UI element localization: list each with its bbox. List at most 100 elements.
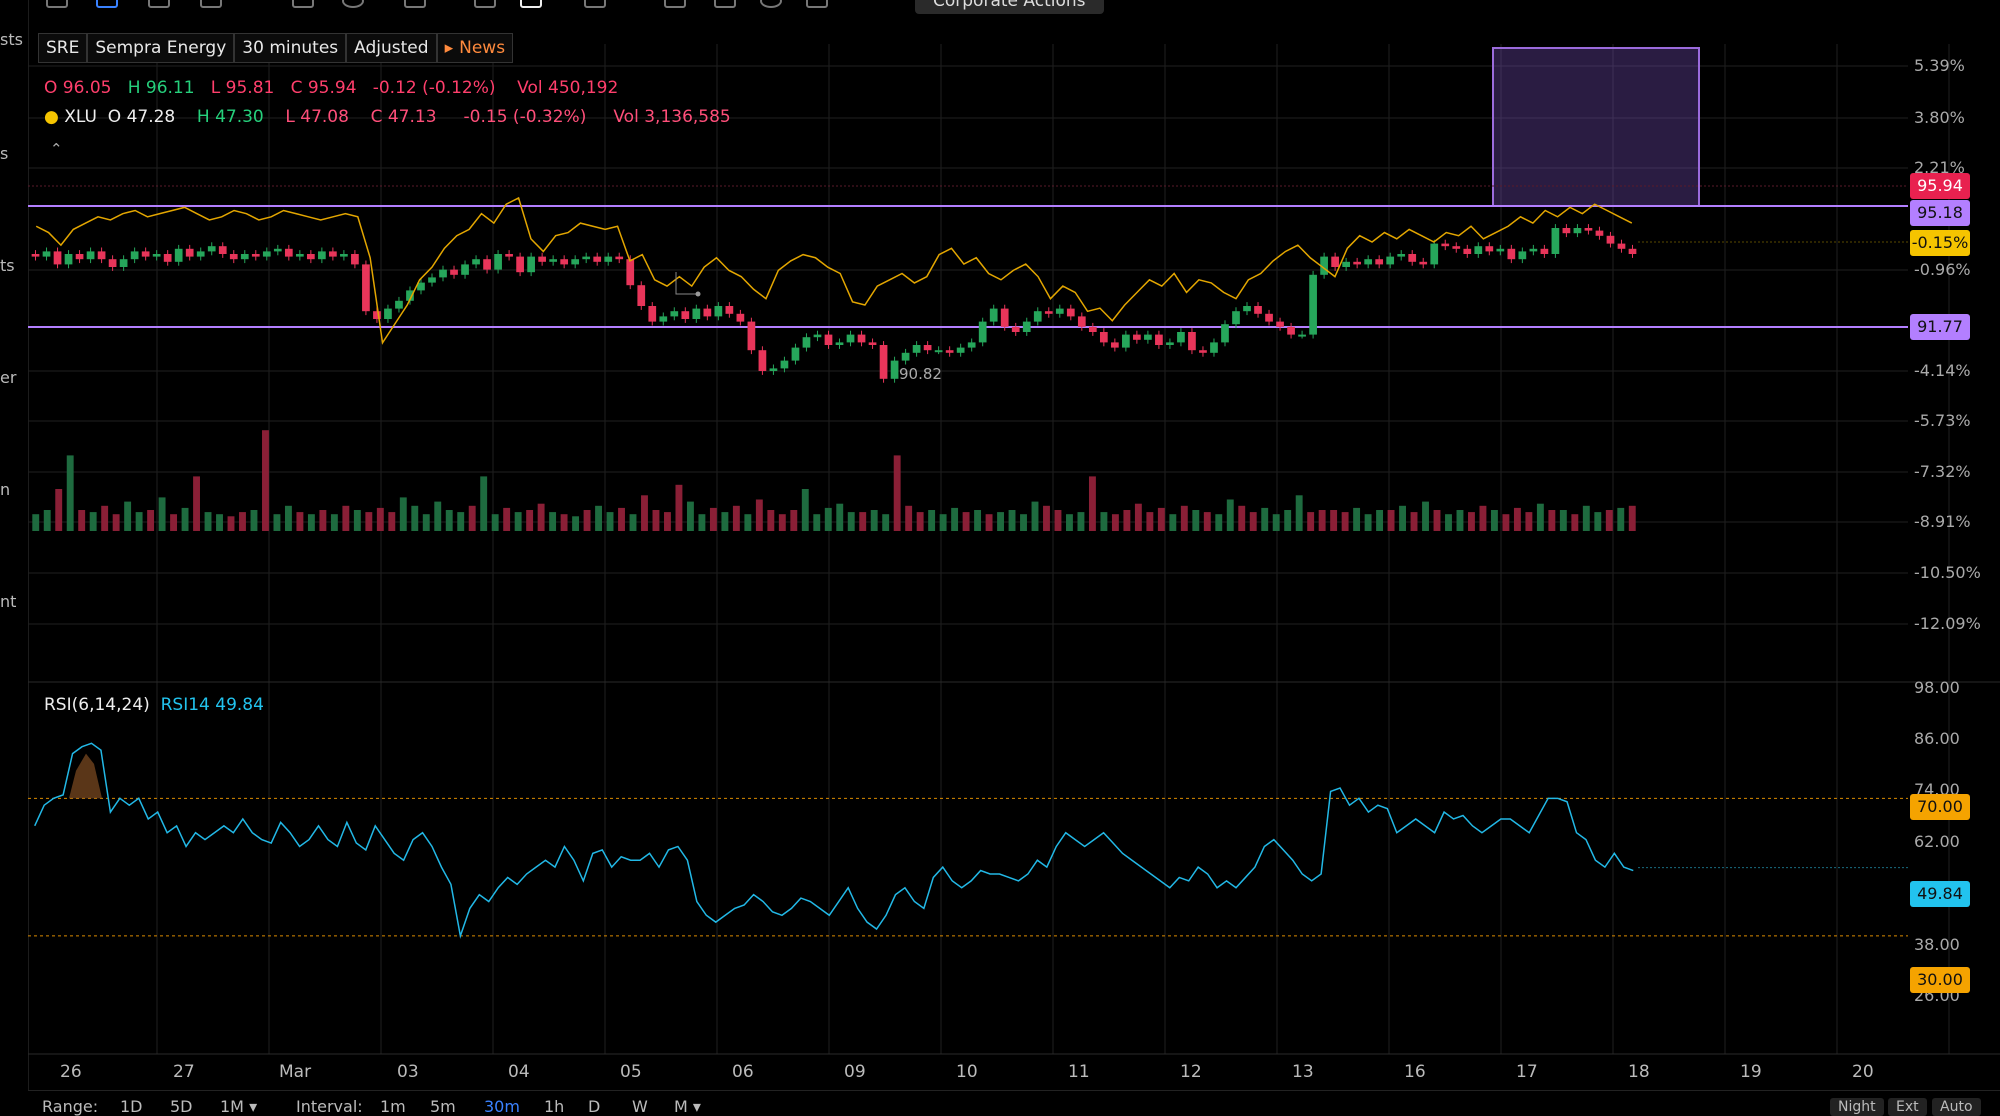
candle xyxy=(692,308,701,319)
candle xyxy=(174,248,183,262)
price-chart[interactable] xyxy=(28,14,2000,1090)
indicator-icon[interactable] xyxy=(148,0,170,8)
interval-w[interactable]: W xyxy=(632,1097,648,1116)
candle xyxy=(846,334,855,343)
highlight-box xyxy=(1492,47,1700,207)
screenshot-icon[interactable] xyxy=(806,0,828,8)
range-1m[interactable]: 1M ▾ xyxy=(220,1097,258,1116)
candle xyxy=(1529,248,1538,252)
candle xyxy=(615,256,624,260)
candle xyxy=(428,277,436,283)
volume-bar xyxy=(1054,510,1062,531)
volume-bar xyxy=(1307,512,1315,531)
candle xyxy=(1000,308,1009,327)
x-tick: 19 xyxy=(1740,1062,1762,1082)
fib-icon[interactable] xyxy=(584,0,606,8)
candle xyxy=(703,308,712,317)
candle xyxy=(1044,311,1053,314)
interval-5m[interactable]: 5m xyxy=(430,1097,456,1116)
interval-1m[interactable]: 1m xyxy=(380,1097,406,1116)
events-icon[interactable] xyxy=(520,0,542,8)
volume-bar xyxy=(1376,510,1384,531)
ticker-button[interactable]: SRE xyxy=(38,33,88,63)
left-label[interactable]: s xyxy=(0,144,9,163)
night-button[interactable]: Night xyxy=(1830,1098,1884,1116)
low-annotation-connector xyxy=(675,272,696,295)
low-value: 95.81 xyxy=(225,78,275,98)
cursor-tool-icon[interactable] xyxy=(96,0,118,8)
candle xyxy=(196,251,205,257)
rsi-current-badge: 49.84 xyxy=(1910,881,1970,907)
volume-bar xyxy=(1410,512,1418,531)
candle xyxy=(1287,326,1295,335)
left-label[interactable]: n xyxy=(0,480,11,499)
ext-button[interactable]: Ext xyxy=(1888,1098,1927,1116)
hline-badge-upper[interactable]: 95.18 xyxy=(1910,200,1970,226)
candle xyxy=(989,308,998,322)
volume-bar xyxy=(859,512,867,531)
volume-bar xyxy=(1502,514,1510,531)
volume-bar xyxy=(836,503,844,531)
clock-icon[interactable] xyxy=(342,0,364,8)
news-label: News xyxy=(459,38,506,58)
company-name[interactable]: Sempra Energy xyxy=(87,33,235,63)
interval-button[interactable]: 30 minutes xyxy=(234,33,347,63)
candle xyxy=(53,251,62,265)
volume-bar xyxy=(1261,507,1269,531)
candle xyxy=(956,347,965,353)
interval-1h[interactable]: 1h xyxy=(544,1097,565,1116)
compare-icon[interactable] xyxy=(200,0,222,8)
interval-30m[interactable]: 30m xyxy=(484,1097,520,1116)
candle xyxy=(273,248,282,252)
interval-d[interactable]: D xyxy=(588,1097,601,1116)
range-5d[interactable]: 5D xyxy=(170,1097,193,1116)
left-label[interactable]: sts xyxy=(0,30,23,49)
auto-button[interactable]: Auto xyxy=(1932,1098,1981,1116)
left-label[interactable]: nt xyxy=(0,592,17,611)
left-label[interactable]: er xyxy=(0,368,17,387)
volume-bar xyxy=(744,514,752,531)
range-1d[interactable]: 1D xyxy=(120,1097,143,1116)
candle xyxy=(395,300,403,309)
volume-bar xyxy=(445,510,453,531)
rsi-overbought-badge: 70.00 xyxy=(1910,794,1970,820)
candle xyxy=(152,254,161,257)
shapes-icon[interactable] xyxy=(714,0,736,8)
volume-bar xyxy=(353,510,361,531)
volume-bar xyxy=(284,505,292,531)
x-tick: Mar xyxy=(279,1062,312,1082)
volume-bar xyxy=(709,507,717,531)
candle xyxy=(340,254,348,257)
hline-badge-lower[interactable]: 91.77 xyxy=(1910,314,1970,340)
volume-bar xyxy=(1525,512,1533,531)
settings-icon[interactable] xyxy=(760,0,782,8)
text-icon[interactable] xyxy=(474,0,496,8)
candle xyxy=(384,308,392,319)
candle xyxy=(1099,332,1108,343)
drawing-tool-icon[interactable] xyxy=(46,0,68,8)
volume-bar xyxy=(227,516,235,531)
collapse-chevron-icon[interactable]: ⌃ xyxy=(50,140,63,158)
rsi-series-label: RSI14 xyxy=(160,695,210,715)
candle xyxy=(934,350,943,353)
volume-bar xyxy=(618,507,625,531)
candle xyxy=(1110,342,1119,348)
measure-icon[interactable] xyxy=(664,0,686,8)
volume-bar xyxy=(422,514,430,531)
volume-bar xyxy=(193,476,200,531)
adjusted-button[interactable]: Adjusted xyxy=(346,33,437,63)
candle xyxy=(1518,251,1527,260)
volume-bar xyxy=(560,514,568,531)
candle xyxy=(483,259,491,270)
tooltip-corporate-actions: Corporate Actions xyxy=(915,0,1104,14)
candle xyxy=(593,256,602,262)
volume-bar xyxy=(675,484,683,531)
pen-icon[interactable] xyxy=(404,0,426,8)
layout-icon[interactable] xyxy=(292,0,314,8)
news-button[interactable]: ▸ News xyxy=(436,33,514,63)
interval-m[interactable]: M ▾ xyxy=(674,1097,701,1116)
volume-bar xyxy=(101,505,109,531)
candle xyxy=(1386,256,1395,265)
left-label[interactable]: ts xyxy=(0,256,15,275)
volume-bar xyxy=(514,512,522,531)
